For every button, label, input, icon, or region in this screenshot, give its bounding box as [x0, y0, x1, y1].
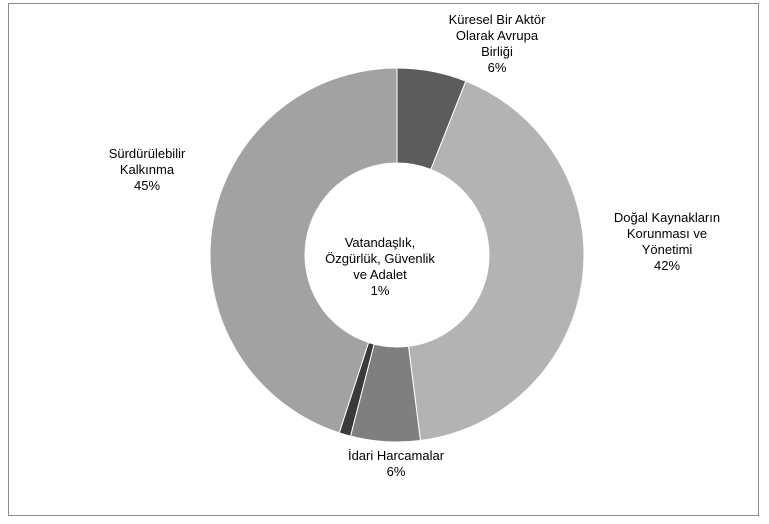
slice-label-line: Vatandaşlık,: [344, 235, 416, 250]
slice-label-line: Olarak Avrupa: [455, 28, 539, 43]
slice-label-line: ve Adalet: [353, 267, 407, 282]
slice-label-pct: 6%: [386, 464, 406, 479]
slice-label-kuresel: Küresel Bir Aktör Olarak Avrupa Birliği …: [412, 12, 582, 76]
slice-label-line: Özgürlük, Güvenlik: [325, 251, 435, 266]
donut-slices: [209, 67, 585, 443]
slice-label-line: Kalkınma: [119, 162, 175, 177]
slice-label-surdurulebilir: Sürdürülebilir Kalkınma 45%: [72, 146, 222, 194]
slice-label-line: Birliği: [481, 44, 513, 59]
slice-label-pct: 42%: [653, 258, 681, 273]
slice-label-pct: 1%: [370, 283, 390, 298]
slice-label-line: Doğal Kaynakların: [613, 210, 721, 225]
slice-label-pct: 6%: [487, 60, 507, 75]
slice-label-line: Yönetimi: [641, 242, 693, 257]
slice-surdurulebilir: [209, 67, 398, 434]
slice-label-line: İdari Harcamalar: [347, 448, 445, 463]
slice-label-line: Korunması ve: [626, 226, 708, 241]
slice-label-dogal: Doğal Kaynakların Korunması ve Yönetimi …: [582, 210, 752, 274]
slice-label-idari: İdari Harcamalar 6%: [306, 448, 486, 480]
slice-label-pct: 45%: [133, 178, 161, 193]
slice-label-line: Küresel Bir Aktör: [448, 12, 546, 27]
slice-label-vatandaslik: Vatandaşlık, Özgürlük, Güvenlik ve Adale…: [300, 235, 460, 299]
slice-dogal: [407, 80, 585, 442]
slice-label-line: Sürdürülebilir: [108, 146, 186, 161]
